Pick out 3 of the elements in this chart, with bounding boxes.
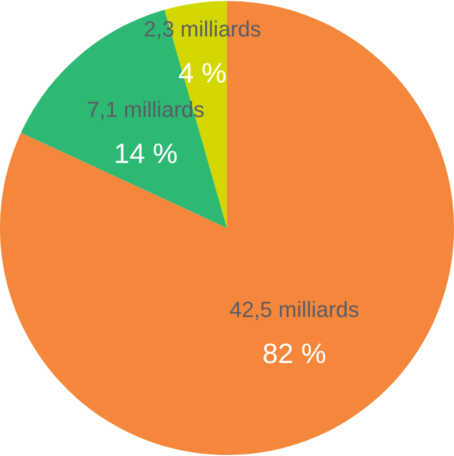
text: 82 % (262, 338, 326, 369)
text: 14 % (114, 138, 178, 169)
data-label: 42,5 milliards (229, 297, 360, 322)
